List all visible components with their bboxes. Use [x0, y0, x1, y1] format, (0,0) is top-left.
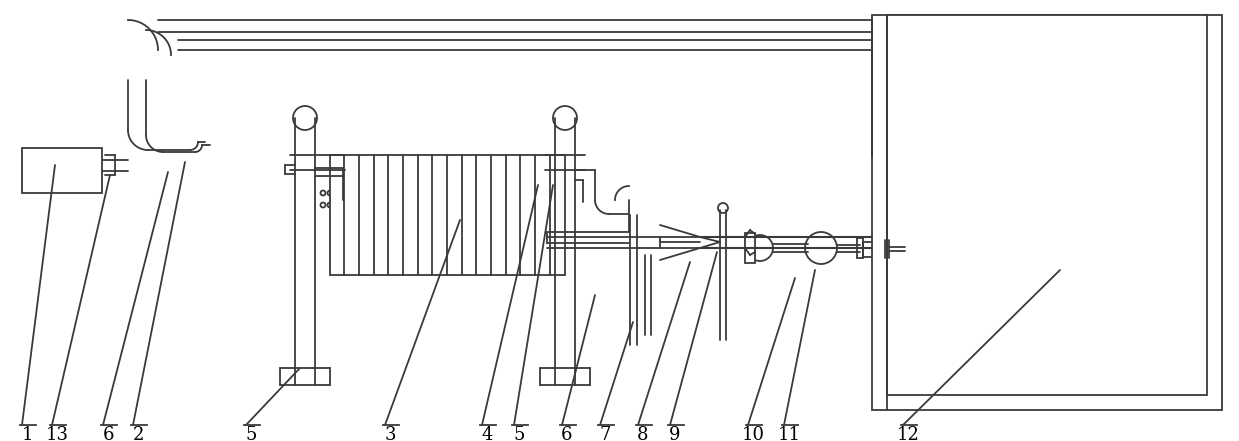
Text: 11: 11: [778, 426, 800, 441]
Circle shape: [292, 106, 317, 130]
Circle shape: [321, 191, 326, 195]
Bar: [864, 242, 885, 257]
Circle shape: [553, 106, 577, 130]
Text: 6: 6: [561, 426, 572, 441]
Text: 13: 13: [46, 426, 68, 441]
Text: 10: 10: [741, 426, 764, 441]
Circle shape: [335, 191, 339, 195]
Bar: [887, 15, 1207, 395]
Text: 5: 5: [245, 426, 256, 441]
Text: 8: 8: [637, 426, 649, 441]
Text: 1: 1: [21, 426, 32, 441]
Text: 9: 9: [669, 426, 680, 441]
Bar: [330, 155, 565, 275]
Circle shape: [321, 202, 326, 208]
Bar: [872, 15, 1222, 410]
Bar: [745, 233, 755, 263]
Text: 2: 2: [133, 426, 144, 441]
Circle shape: [335, 202, 339, 208]
Circle shape: [327, 202, 332, 208]
Text: 3: 3: [384, 426, 395, 441]
Circle shape: [747, 235, 773, 261]
Text: 7: 7: [600, 426, 611, 441]
Circle shape: [327, 191, 332, 195]
Text: 5: 5: [513, 426, 524, 441]
Circle shape: [805, 232, 838, 264]
Text: 4: 4: [481, 426, 493, 441]
Circle shape: [717, 203, 729, 213]
Text: 6: 6: [103, 426, 114, 441]
Text: 12: 12: [897, 426, 919, 441]
Bar: [22, 148, 102, 193]
